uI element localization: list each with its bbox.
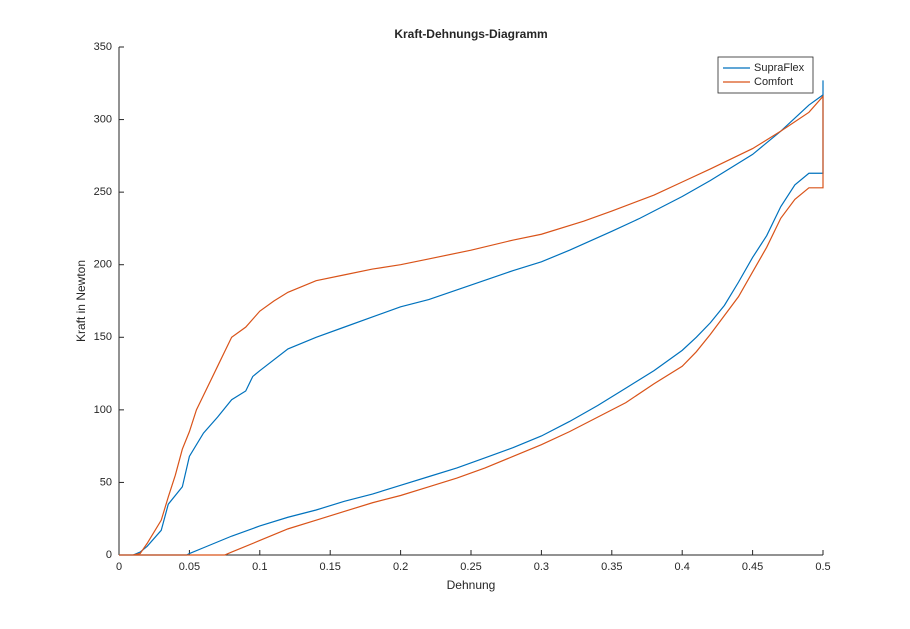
y-tick-label: 200: [94, 259, 112, 271]
y-tick-label: 50: [100, 476, 112, 488]
y-tick-label: 150: [94, 331, 112, 343]
y-tick-label: 0: [106, 549, 112, 561]
legend-box: [717, 56, 814, 94]
series-line: [119, 80, 824, 556]
legend-label: Comfort: [754, 76, 793, 88]
y-tick-label: 100: [94, 404, 112, 416]
x-axis-label: Dehnung: [447, 578, 496, 592]
x-tick-label: 0.05: [179, 561, 200, 573]
series-line: [119, 94, 824, 556]
x-tick-label: 0.3: [534, 561, 549, 573]
y-tick-label: 350: [94, 41, 112, 53]
x-tick-label: 0.1: [252, 561, 267, 573]
x-tick-label: 0.5: [815, 561, 830, 573]
x-tick-label: 0: [116, 561, 122, 573]
y-axis-label: Kraft in Newton: [74, 260, 88, 342]
x-tick-label: 0.35: [601, 561, 622, 573]
y-tick-label: 300: [94, 113, 112, 125]
x-tick-label: 0.25: [460, 561, 481, 573]
x-tick-label: 0.45: [742, 561, 763, 573]
chart-title: Kraft-Dehnungs-Diagramm: [394, 27, 547, 41]
x-tick-label: 0.2: [393, 561, 408, 573]
x-tick-label: 0.4: [675, 561, 690, 573]
x-tick-label: 0.15: [319, 561, 340, 573]
legend-label: SupraFlex: [754, 62, 805, 74]
y-tick-label: 250: [94, 186, 112, 198]
